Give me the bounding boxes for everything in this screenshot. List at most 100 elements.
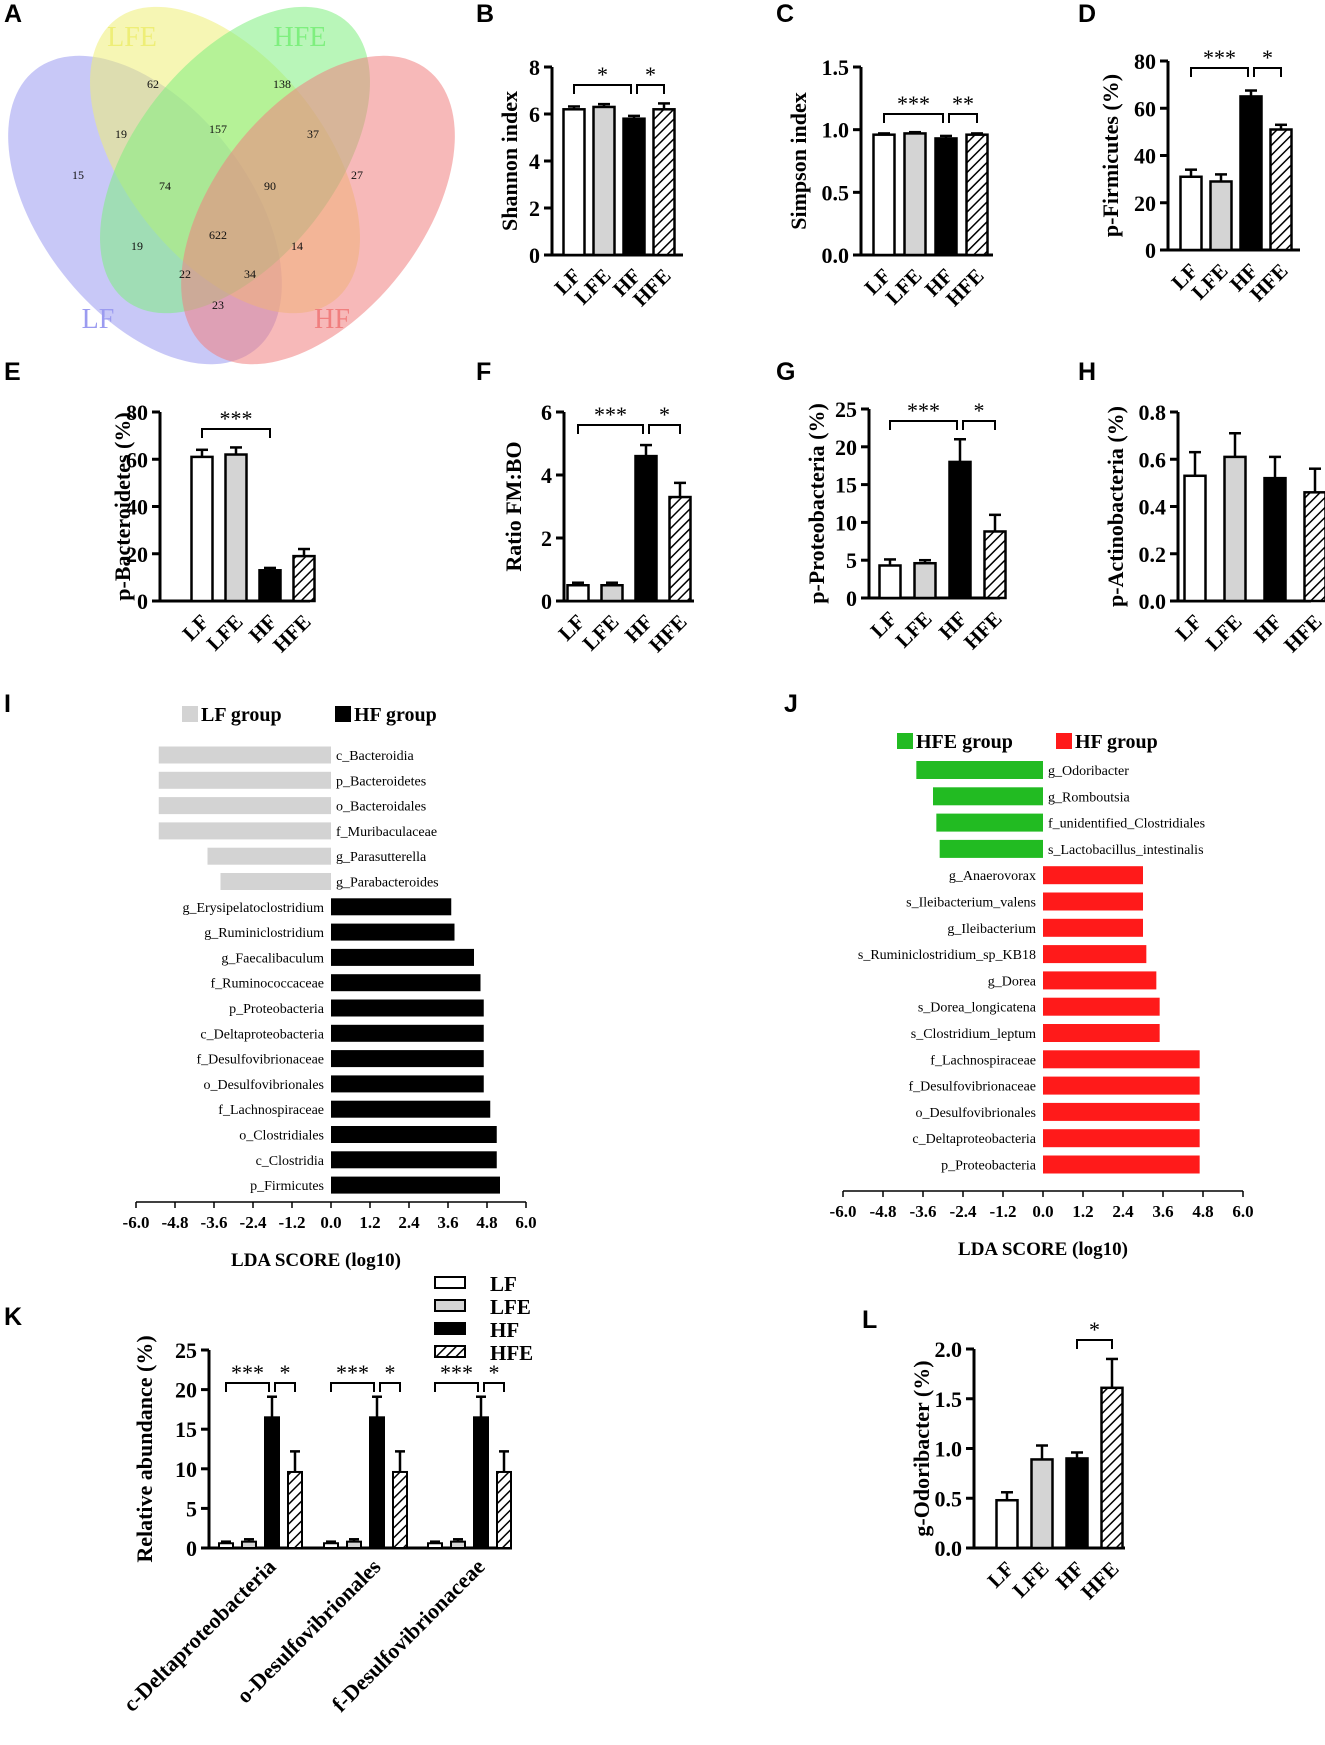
y-axis-title: p-Bacteroidetes (%) <box>110 412 135 600</box>
y-tick-label: 0.4 <box>1139 495 1167 520</box>
lda-bar-label: g_Romboutsia <box>1048 790 1130 805</box>
bar-lfe <box>241 1540 257 1549</box>
bar-lf <box>218 1542 234 1550</box>
x-tick-label: 0.0 <box>1032 1202 1053 1221</box>
y-tick-label: 0.0 <box>935 1536 963 1561</box>
y-tick-label: 6 <box>529 102 540 127</box>
y-tick-label: 20 <box>126 542 148 567</box>
bar-lf <box>323 1542 339 1550</box>
venn-set-label-hfe: HFE <box>274 22 327 53</box>
x-tick-label-lfe: LFE <box>1008 1557 1054 1603</box>
lda-bar <box>158 797 331 815</box>
legend-label: HFE group <box>916 731 1013 753</box>
y-tick-label: 20 <box>1134 191 1156 216</box>
x-tick-label: 1.2 <box>1072 1202 1093 1221</box>
y-tick-label: 0 <box>846 586 857 611</box>
significance-label: *** <box>336 1360 369 1385</box>
x-tick-label: 0.0 <box>320 1213 341 1232</box>
bar-hfe <box>668 495 692 603</box>
panel-label-g: G <box>776 358 795 386</box>
y-tick-label: 2 <box>529 196 540 221</box>
bar-lfe <box>450 1540 466 1549</box>
y-tick-label: 0.8 <box>1139 400 1167 425</box>
lda-bar <box>1043 1102 1200 1121</box>
lda-bar <box>331 1050 484 1068</box>
panel-label-l: L <box>862 1306 877 1334</box>
y-tick-label: 5 <box>186 1496 197 1521</box>
legend-swatch-hfe <box>434 1345 466 1358</box>
bar-lf <box>427 1542 443 1550</box>
bar-hfe <box>1100 1386 1124 1550</box>
lda-bar-label: f_Lachnospiraceae <box>930 1053 1036 1068</box>
significance-label: * <box>385 1360 396 1385</box>
legend-label: HF group <box>354 704 437 726</box>
lda-bar-label: f_Muribaculaceae <box>336 825 437 840</box>
y-tick-label: 0.5 <box>935 1486 963 1511</box>
lda-bar-label: f_Lachnospiraceae <box>218 1103 324 1118</box>
lda-bar-label: g_Odoribacter <box>1048 764 1129 779</box>
y-tick-label: 1.5 <box>822 55 850 80</box>
x-tick-label: 3.6 <box>1152 1202 1173 1221</box>
significance-bracket <box>648 424 681 434</box>
panel-label-e: E <box>4 358 21 386</box>
y-tick-label: 80 <box>126 400 148 425</box>
y-tick-label: 20 <box>175 1378 197 1403</box>
x-tick-label: -2.4 <box>240 1213 267 1232</box>
venn-count-hfe: 138 <box>273 77 291 91</box>
x-tick-label-lfe: LFE <box>578 610 624 656</box>
legend-swatch-lf <box>434 1276 466 1289</box>
lda-bar <box>220 873 331 890</box>
lda-bar-label: c_Bacteroidia <box>336 749 415 764</box>
lda-bar-label: p_Firmicutes <box>250 1179 324 1194</box>
x-tick-label: -2.4 <box>950 1202 977 1221</box>
bar-lfe <box>1030 1458 1054 1550</box>
bar-hf <box>1065 1457 1089 1550</box>
x-tick-label-hfe: HFE <box>1279 610 1325 657</box>
lda-bar <box>331 1024 484 1042</box>
panel-label-f: F <box>476 358 491 386</box>
venn-count-lfe-hfe-hf: 90 <box>264 179 276 193</box>
venn-count-lfe: 62 <box>147 77 159 91</box>
venn-count-lfe-hf: 14 <box>291 239 303 253</box>
y-tick-label: 0.2 <box>1139 542 1167 567</box>
lda-bar <box>1043 1024 1160 1042</box>
y-tick-label: 0.5 <box>822 180 850 205</box>
legend-swatch <box>335 706 351 722</box>
panel-label-d: D <box>1078 0 1096 28</box>
bar-lfe <box>346 1540 362 1549</box>
significance-bracket <box>201 428 271 438</box>
x-tick-label: -3.6 <box>910 1202 937 1221</box>
y-axis-title: Shannon index <box>497 91 522 231</box>
lda-bar-label: o_Desulfovibrionales <box>203 1078 324 1093</box>
x-tick-label-lfe: LFE <box>891 607 937 653</box>
y-axis-title: p-Actinobacteria (%) <box>1103 406 1128 607</box>
y-tick-label: 0 <box>186 1536 197 1561</box>
y-tick-label: 0 <box>541 589 552 614</box>
lda-bar-label: g_Ruminiclostridium <box>204 926 324 941</box>
venn-set-label-lf: LF <box>82 304 115 335</box>
bar-hf <box>1263 476 1287 603</box>
bar-hfe <box>965 133 989 257</box>
x-tick-label-lfe: LFE <box>881 264 927 310</box>
lda-chart-i: LF group HF group c_Bacteroidia p_Bacteroid… <box>123 704 537 1271</box>
lda-bar-label: s_Ruminiclostridium_sp_KB18 <box>858 948 1036 963</box>
bar-lfe <box>592 105 616 257</box>
bar-hf <box>1239 95 1263 252</box>
bar-hf <box>948 460 972 600</box>
significance-bracket <box>225 1382 270 1392</box>
y-tick-label: 6 <box>541 400 552 425</box>
significance-bracket <box>274 1382 296 1392</box>
bar-hfe <box>652 108 676 257</box>
legend-label: LF <box>490 1272 517 1296</box>
x-tick-label-hfe: HFE <box>644 610 691 657</box>
x-tick-label: 6.0 <box>515 1213 536 1232</box>
lda-bar <box>331 1075 484 1093</box>
venn-set-label-lfe: LFE <box>107 22 157 53</box>
y-tick-label: 1.0 <box>935 1437 963 1462</box>
lda-bar-label: p_Bacteroidetes <box>336 774 426 789</box>
panel-label-k: K <box>4 1303 22 1331</box>
lda-bar <box>158 746 331 764</box>
